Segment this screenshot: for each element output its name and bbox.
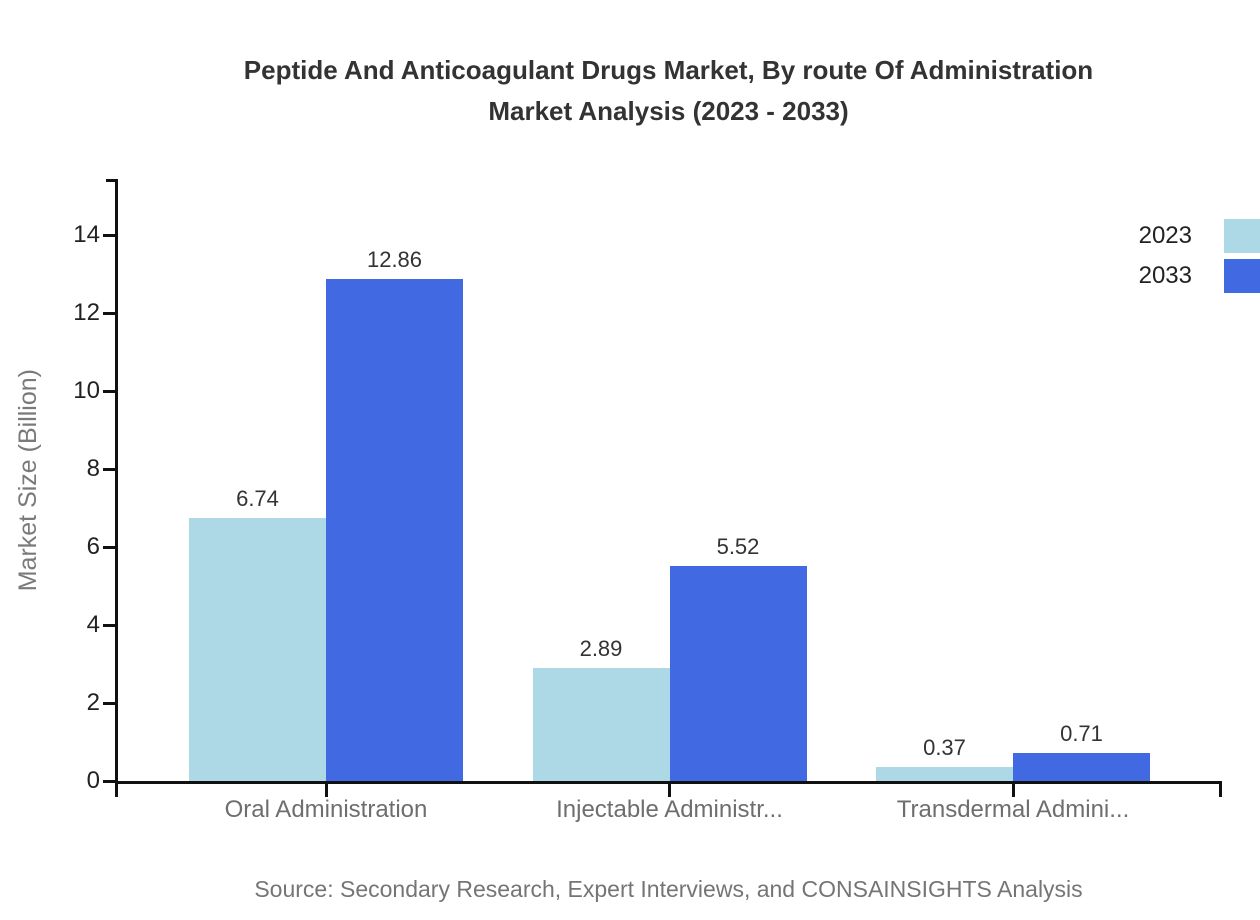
legend-item-2033[interactable]: 2033 [1139, 259, 1260, 293]
category-label: Oral Administration [224, 796, 428, 823]
chart-title-line2: Market Analysis (2023 - 2033) [488, 96, 849, 126]
chart-title-line1: Peptide And Anticoagulant Drugs Market, … [243, 55, 1094, 85]
y-tick-label: 0 [86, 767, 100, 794]
chart-title: Peptide And Anticoagulant Drugs Market, … [115, 50, 1222, 132]
x-tick-mark [668, 784, 671, 797]
y-tick-label: 14 [73, 221, 100, 248]
y-tick-label: 4 [86, 611, 100, 638]
category-label: Transdermal Admini... [896, 796, 1130, 823]
bar-value-label: 12.86 [366, 247, 423, 273]
plot-area: 0 2 4 6 8 10 12 14 6.74 12.86 Oral Administration… [73, 179, 1222, 823]
legend-swatch [1224, 259, 1260, 293]
y-tick-mark [103, 389, 115, 393]
bar-2033: 12.86 [326, 247, 463, 781]
bar-2023: 6.74 [189, 486, 326, 781]
y-tick-mark [103, 623, 115, 627]
y-tick-mark [103, 779, 115, 783]
legend-swatch [1224, 219, 1260, 253]
legend-item-2023[interactable]: 2023 [1139, 219, 1260, 253]
bar-2033: 0.71 [1013, 721, 1150, 781]
bar-value-label: 6.74 [236, 486, 279, 512]
bar-2023: 0.37 [876, 735, 1013, 781]
y-tick-mark [103, 311, 115, 315]
legend-label: 2023 [1138, 222, 1192, 249]
y-tick-mark [103, 233, 115, 237]
y-tick-label: 8 [86, 455, 100, 482]
y-tick-label: 2 [86, 689, 100, 716]
y-axis-top-cap [106, 179, 118, 182]
source-note: Source: Secondary Research, Expert Inter… [254, 876, 1083, 902]
bar-2033: 5.52 [669, 534, 807, 781]
y-axis-title: Market Size (Billion) [14, 180, 43, 781]
legend-label: 2033 [1138, 262, 1192, 289]
bar-value-label: 2.89 [579, 636, 623, 662]
bar-groups: 6.74 12.86 Oral Administration 2.89 5.52 Inje… [118, 180, 1222, 823]
y-axis-title-text: Market Size (Billion) [14, 369, 42, 592]
bar-group: 0.37 0.71 Transdermal Admini... [876, 180, 1150, 823]
bar-value-label: 5.52 [716, 533, 760, 559]
bar-value-label: 0.71 [1060, 721, 1103, 747]
bar-group: 6.74 12.86 Oral Administration [189, 180, 463, 823]
y-tick-mark [103, 545, 115, 549]
y-tick-label: 10 [73, 377, 100, 404]
y-tick-mark [103, 701, 115, 705]
y-tick-label: 6 [86, 533, 100, 560]
x-tick-mark [1011, 784, 1015, 797]
legend: 2023 2033 [1139, 219, 1260, 293]
bar-2023: 2.89 [532, 636, 670, 781]
bar-value-label: 0.37 [923, 734, 966, 760]
x-axis-end-cap [1219, 781, 1222, 797]
y-axis-ticks: 0 2 4 6 8 10 12 14 [73, 180, 1222, 794]
y-tick-label: 12 [73, 299, 100, 326]
category-label: Injectable Administr... [556, 796, 783, 823]
y-tick-mark [103, 467, 115, 471]
x-tick-mark [324, 784, 328, 797]
bar-group: 2.89 5.52 Injectable Administr... [532, 180, 807, 823]
y-axis-bottom-cap [115, 781, 118, 797]
